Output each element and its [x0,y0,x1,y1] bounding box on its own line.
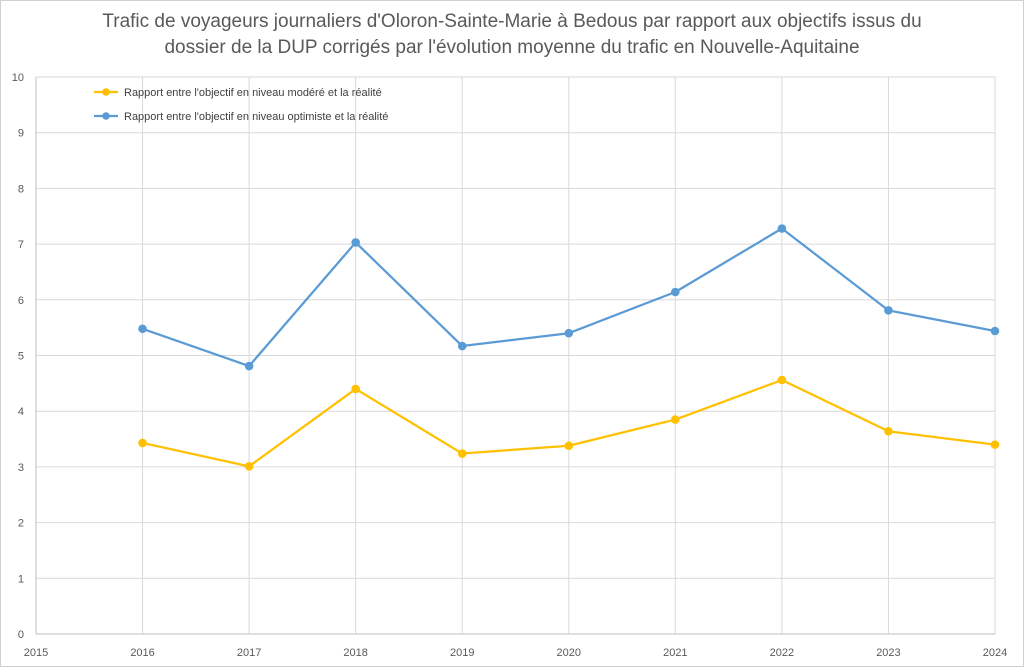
data-point [671,415,680,424]
y-tick-label: 9 [18,128,24,140]
y-tick-label: 6 [18,295,24,307]
y-tick-label: 1 [18,573,24,585]
x-tick-label: 2024 [983,647,1007,659]
x-tick-label: 2021 [663,647,687,659]
x-tick-label: 2017 [237,647,261,659]
legend-label: Rapport entre l'objectif en niveau optim… [124,111,388,123]
y-tick-label: 4 [18,406,24,418]
legend-label: Rapport entre l'objectif en niveau modér… [124,87,382,99]
y-tick-label: 10 [12,72,24,84]
data-point [351,238,360,247]
x-tick-label: 2015 [24,647,48,659]
data-point [244,462,254,471]
chart-title-line-2: dossier de la DUP corrigés par l'évoluti… [164,37,860,58]
x-tick-label: 2020 [557,647,581,659]
data-point [138,438,147,448]
grid-layer [35,76,996,635]
chart-title-line-1: Trafic de voyageurs journaliers d'Oloron… [102,11,922,32]
x-tick-label: 2016 [130,647,154,659]
data-point [564,328,574,338]
chart-title: Trafic de voyageurs journaliers d'Oloron… [1,9,1023,61]
x-tick-label: 2018 [343,647,367,659]
y-tick-label: 3 [18,462,24,474]
legend-marker [102,112,110,120]
y-tick-label: 8 [18,183,24,195]
data-point [884,426,893,436]
series-layer [138,224,1000,471]
data-point [884,306,893,315]
y-tick-label: 2 [18,518,24,530]
x-tick-label: 2022 [770,647,794,659]
data-point [990,440,1000,449]
data-point [777,224,787,233]
y-tick-label: 7 [18,239,24,251]
data-point [671,287,680,297]
axis-layer: 0 1 2 3 4 5 6 7 8 9 10 2015 2016 2017 2018 2019 2020 2021… [12,72,1007,659]
legend: Rapport entre l'objectif en niveau modér… [94,87,388,123]
data-point [990,326,1000,336]
y-tick-label: 0 [18,629,24,641]
data-point [457,449,467,458]
legend-marker [102,88,110,96]
data-point [457,341,467,351]
data-point [138,324,147,334]
y-tick-label: 5 [18,351,24,363]
data-point [244,361,254,371]
x-tick-label: 2019 [450,647,474,659]
data-point [351,384,360,394]
x-tick-label: 2023 [876,647,900,659]
data-point [564,441,574,451]
data-point [777,375,787,385]
